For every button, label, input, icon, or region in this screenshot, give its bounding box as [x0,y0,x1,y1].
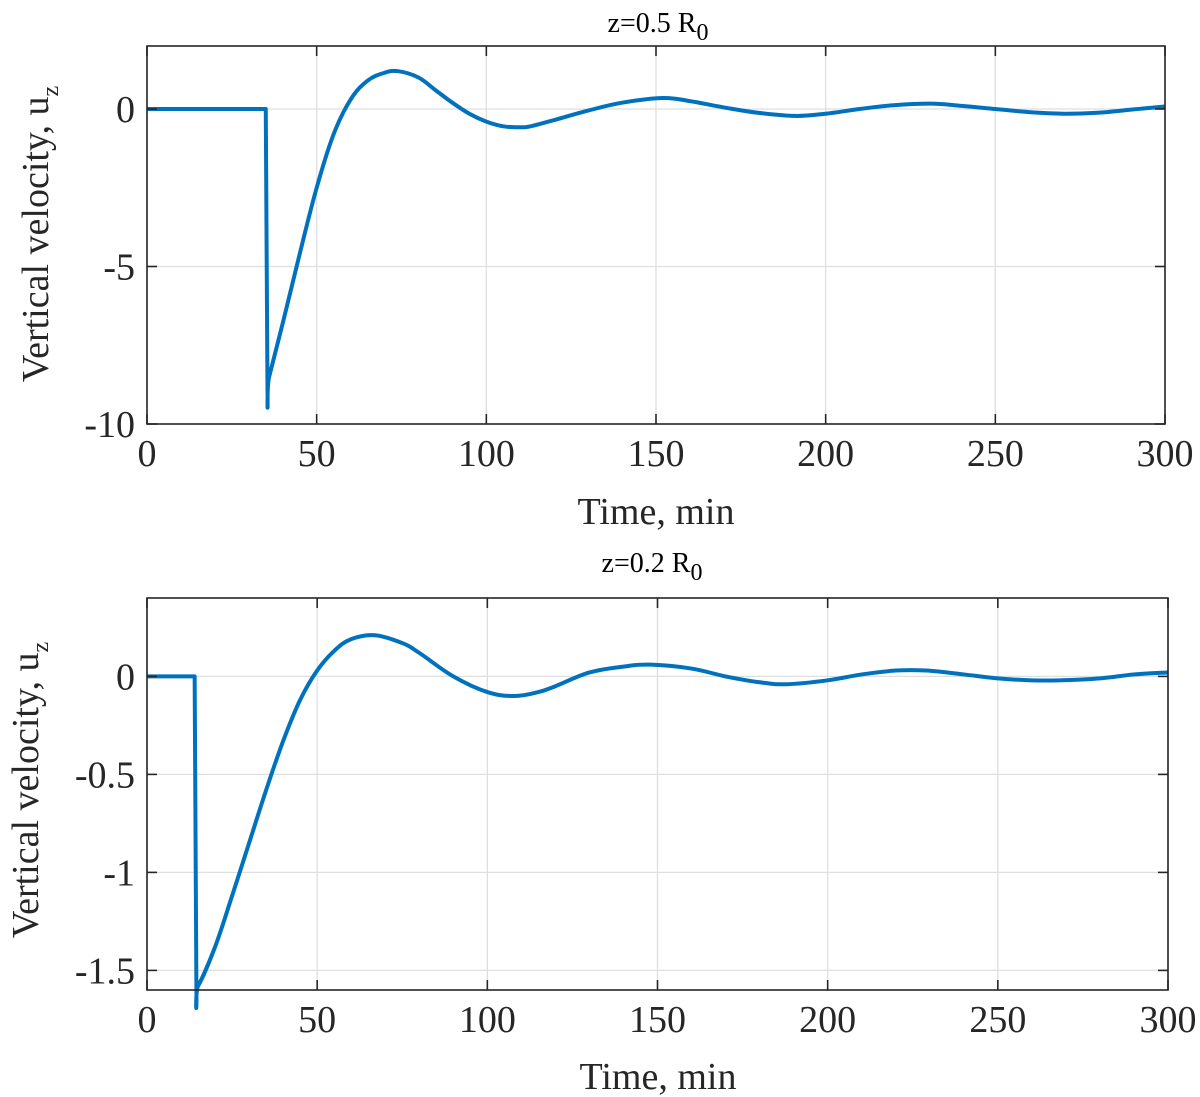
x-tick-label: 100 [458,433,515,475]
series-line [147,633,1169,1011]
x-tick-label: 50 [298,433,336,475]
y-tick-label: 0 [116,89,135,131]
y-axis-label: Vertical velocity, uz [15,86,64,382]
y-tick-labels: 0 -0.5 -1 -1.5 [75,656,135,992]
x-tick-labels: 0 50 100 150 200 250 300 [138,999,1197,1041]
x-tick-label: 200 [799,999,856,1041]
x-tick-labels: 0 50 100 150 200 250 300 [138,433,1194,475]
y-axis-label: Vertical velocity, uz [5,642,54,938]
x-axis-label: Time, min [578,491,735,533]
x-tick-label: 300 [1137,433,1194,475]
y-tick-label: -5 [103,247,135,289]
x-tick-label: 50 [298,999,336,1041]
chart-title: z=0.2 R0 [602,548,703,586]
x-tick-label: 250 [969,999,1026,1041]
x-tick-label: 250 [967,433,1024,475]
chart-title: z=0.5 R0 [608,8,709,46]
x-tick-label: 150 [629,999,686,1041]
tick-marks [146,46,1166,425]
chart-panel-top: 0 50 100 150 200 250 300 0 -5 -10 z=0.5 R0 Time,… [15,8,1194,533]
y-tick-labels: 0 -5 -10 [84,89,135,446]
tick-marks [146,598,1169,990]
y-tick-label: -0.5 [75,754,135,796]
y-tick-label: 0 [116,656,135,698]
y-tick-label: -10 [84,404,135,446]
x-tick-label: 0 [138,433,157,475]
y-tick-label: -1 [103,852,135,894]
chart-panel-bottom: 0 50 100 150 200 250 300 0-0.5-1-1.5 z=0.2 R0 … [5,548,1197,1097]
y-tick-label: -1.5 [75,950,135,992]
x-tick-label: 100 [459,999,516,1041]
x-axis-label: Time, min [580,1056,737,1097]
x-tick-label: 150 [628,433,685,475]
x-tick-label: 0 [138,999,157,1041]
x-tick-label: 300 [1140,999,1197,1041]
x-tick-label: 200 [797,433,854,475]
series-line [147,68,1166,410]
